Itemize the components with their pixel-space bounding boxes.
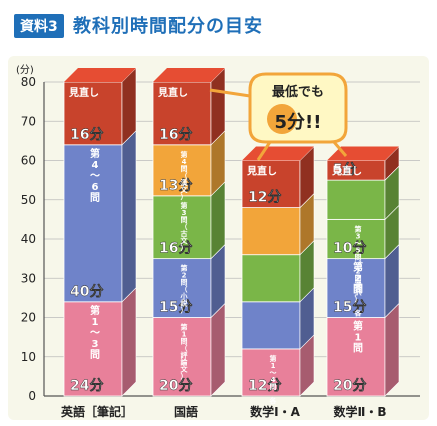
segment-name-label: 第 1 〜 3 問	[90, 304, 100, 361]
bar-segment	[152, 195, 212, 260]
segment-value-label: 16分	[159, 127, 192, 143]
bar-segment-side	[121, 130, 137, 303]
segment-name-label: 第 1 〜 4 問 各	[269, 354, 278, 405]
segment-value-label: 40分	[70, 284, 103, 300]
chart-title: 教科別時間配分の目安	[73, 16, 263, 37]
y-tick-label: 10	[21, 350, 36, 364]
annotation-line2: 5分!!	[275, 112, 322, 133]
segment-name-label: 第 2 問（小説）	[180, 264, 188, 315]
bar-segment	[241, 301, 301, 350]
segment-value-label: 15分	[333, 300, 366, 316]
segment-value-label: 24分	[70, 378, 103, 394]
bar-segment	[241, 160, 301, 208]
annotation-line1: 最低でも	[272, 84, 324, 100]
x-category-label: 英語［筆記］	[61, 404, 133, 419]
segment-name-label: 見直し	[157, 86, 188, 99]
bar-segment	[152, 81, 212, 146]
segment-name-label: 第 3 問（古文）	[181, 201, 189, 252]
y-tick-label: 0	[28, 389, 36, 403]
bar-top	[64, 68, 136, 82]
bar-top	[327, 146, 399, 161]
y-tick-label: 20	[21, 311, 36, 325]
bar-segment	[63, 144, 123, 303]
segment-name-label: 第 4 〜 6 問	[90, 147, 100, 204]
segment-value-label: 10分	[333, 241, 366, 257]
bar-segment	[63, 81, 123, 146]
figure-tag: 資料3	[14, 14, 64, 38]
x-category-label: 国語	[174, 404, 198, 419]
bar-segment	[152, 258, 212, 318]
segment-value-label: 20分	[159, 378, 192, 394]
segment-name-label: 見直し	[246, 165, 277, 178]
x-category-label: 数学Ⅰ・A	[250, 404, 300, 419]
bar-segment-side	[210, 302, 226, 397]
bar-segment	[241, 348, 301, 397]
segment-value-label: 20分	[333, 378, 366, 394]
bar-segment	[241, 207, 301, 256]
annotation-number-circle	[267, 104, 297, 134]
y-tick-label: 70	[21, 114, 36, 128]
segment-name-label: 第 4 問（漢文）	[181, 150, 189, 201]
segment-name-label: 見直し	[68, 86, 99, 99]
y-tick-label: 80	[21, 75, 36, 89]
annotation-pointer	[209, 88, 251, 98]
y-axis-unit: (分)	[16, 65, 34, 76]
segment-name-label: 第 3 〜 5 問（ 2 問選択） 各	[354, 224, 363, 317]
segment-value-label: 12分	[248, 190, 281, 206]
segment-value-label: 16分	[70, 127, 103, 143]
segment-value-label: 5分	[333, 162, 357, 178]
bar-segment-side	[121, 287, 137, 397]
bar-segment	[326, 179, 386, 220]
segment-value-label: 12分	[248, 378, 281, 394]
annotation-pointer	[256, 141, 272, 161]
bar-segment	[152, 144, 212, 197]
bar-segment	[63, 301, 123, 397]
segment-name-label: 第 1 問（評論文）	[181, 323, 189, 381]
x-category-label: 数学Ⅱ・B	[333, 404, 386, 419]
bar-segment-side	[384, 145, 400, 181]
segment-name-label: 見直し	[331, 165, 362, 178]
bar-top	[153, 68, 225, 82]
y-tick-label: 50	[21, 193, 36, 207]
y-tick-label: 60	[21, 154, 36, 168]
segment-value-label: 15分	[159, 300, 192, 316]
bar-segment	[326, 317, 386, 397]
segment-value-label: 16分	[159, 241, 192, 257]
bar-segment-side	[384, 302, 400, 397]
bar-segment-side	[299, 145, 315, 209]
y-tick-label: 40	[21, 232, 36, 246]
annotation-pointer	[332, 141, 348, 157]
bar-segment	[241, 254, 301, 303]
segment-value-label: 13分	[159, 178, 192, 194]
y-tick-label: 30	[21, 271, 36, 285]
